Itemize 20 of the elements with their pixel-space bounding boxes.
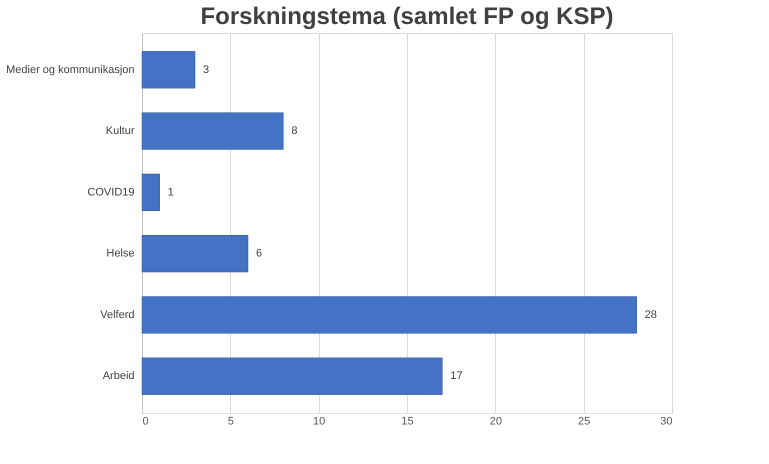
y-tick-label: Velferd bbox=[100, 308, 134, 321]
y-tick-label: Kultur bbox=[106, 125, 135, 138]
y-tick-label: Medier og kommunikasjon bbox=[6, 64, 134, 76]
x-tick-label: 25 bbox=[578, 416, 590, 428]
data-label: 8 bbox=[291, 125, 298, 138]
data-label: 17 bbox=[450, 370, 463, 382]
x-tick-label: 5 bbox=[228, 416, 234, 428]
x-tick-label: 10 bbox=[313, 416, 326, 428]
y-tick-label: Arbeid bbox=[102, 370, 134, 382]
x-tick-label: 20 bbox=[490, 416, 502, 428]
x-tick-label: 15 bbox=[401, 416, 414, 428]
chart-title: Forskningstema (samlet FP og KSP) bbox=[200, 3, 614, 30]
y-tick-label: Helse bbox=[106, 248, 134, 260]
data-label: 3 bbox=[203, 64, 210, 76]
data-label: 28 bbox=[644, 308, 657, 321]
data-label: 6 bbox=[256, 248, 262, 260]
x-tick-label: 0 bbox=[142, 416, 149, 428]
y-tick-label: COVID19 bbox=[87, 186, 134, 198]
data-label: 1 bbox=[168, 186, 174, 198]
x-tick-label: 30 bbox=[660, 416, 672, 428]
